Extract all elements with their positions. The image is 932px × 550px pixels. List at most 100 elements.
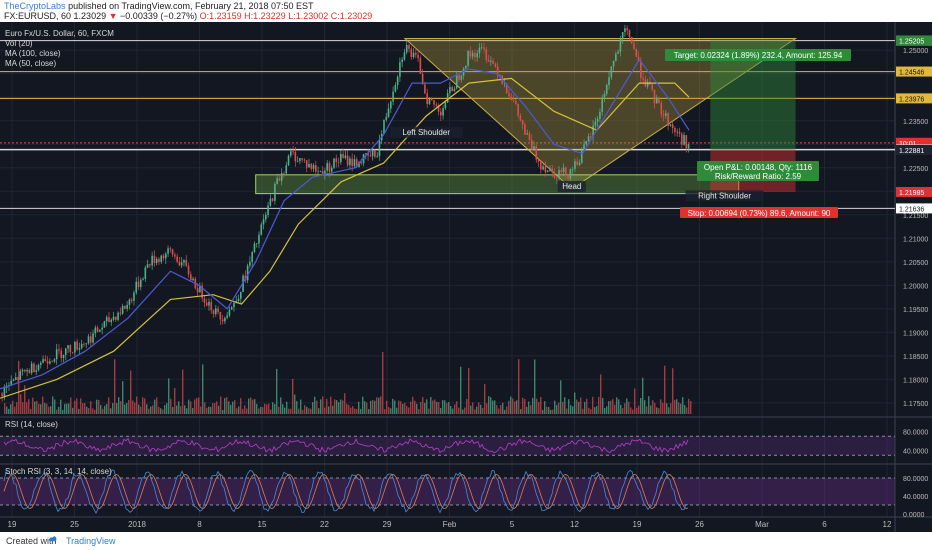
candle-body bbox=[367, 153, 369, 156]
volume-bar bbox=[420, 401, 422, 414]
volume-bar bbox=[498, 408, 500, 414]
candle-body bbox=[496, 66, 499, 76]
candle-body bbox=[344, 155, 347, 158]
candle-body bbox=[440, 111, 442, 116]
candle-body bbox=[64, 348, 67, 355]
tradingview-link[interactable]: TradingView bbox=[66, 536, 116, 546]
candle-body bbox=[251, 252, 253, 262]
candle-body bbox=[628, 30, 631, 38]
candle-body bbox=[465, 65, 467, 69]
volume-bar bbox=[340, 399, 342, 414]
candle-body bbox=[62, 354, 65, 358]
volume-bar bbox=[658, 408, 660, 414]
volume-bar bbox=[48, 406, 50, 414]
y-tick-label: 1.18500 bbox=[903, 354, 928, 361]
author-link[interactable]: TheCryptoLabs bbox=[4, 1, 66, 11]
price-label: 1.25205 bbox=[899, 39, 924, 46]
volume-bar bbox=[320, 399, 322, 414]
volume-bar bbox=[584, 401, 586, 414]
chart-canvas[interactable]: 19 25 2018 8 15 22 29 Feb 5 12 19 26 Mar 6 12 1.17500 1.… bbox=[0, 22, 932, 532]
volume-bar bbox=[644, 400, 646, 414]
volume-bar bbox=[376, 397, 378, 414]
volume-bar bbox=[586, 398, 588, 414]
volume-bar bbox=[44, 403, 46, 414]
volume-bar bbox=[94, 409, 96, 414]
volume-bar bbox=[632, 409, 634, 414]
chart-panel[interactable]: 19 25 2018 8 15 22 29 Feb 5 12 19 26 Mar 6 12 1.17500 1.… bbox=[0, 22, 932, 532]
candle-body bbox=[74, 341, 76, 353]
candle-body bbox=[214, 308, 217, 315]
candle-body bbox=[155, 258, 158, 263]
candle-body bbox=[183, 260, 185, 263]
volume-bar bbox=[398, 400, 400, 414]
volume-bar bbox=[664, 365, 666, 414]
candle-body bbox=[660, 103, 663, 115]
volume-bar bbox=[402, 403, 404, 414]
volume-bar bbox=[130, 370, 132, 414]
volume-bar bbox=[454, 404, 456, 414]
candle-body bbox=[365, 153, 367, 155]
x-tick-label: 12 bbox=[570, 520, 579, 529]
volume-bar bbox=[466, 398, 468, 414]
candle-body bbox=[99, 329, 101, 332]
volume-bar bbox=[72, 407, 74, 414]
volume-bar bbox=[666, 403, 668, 414]
volume-bar bbox=[338, 402, 340, 414]
candle-body bbox=[549, 168, 551, 171]
volume-bar bbox=[312, 402, 314, 414]
volume-bar bbox=[158, 406, 160, 414]
volume-bar bbox=[76, 398, 78, 414]
volume-bar bbox=[538, 402, 540, 414]
volume-bar bbox=[608, 401, 610, 414]
volume-bar bbox=[492, 400, 494, 414]
volume-bar bbox=[146, 404, 148, 414]
pattern-annotation: Left Shoulder bbox=[402, 128, 450, 137]
candle-body bbox=[153, 255, 156, 263]
x-tick-label: 8 bbox=[197, 520, 202, 529]
candle-body bbox=[492, 60, 494, 64]
volume-bar bbox=[464, 407, 466, 414]
candle-body bbox=[353, 159, 356, 167]
candle-body bbox=[280, 173, 283, 181]
candle-body bbox=[369, 155, 372, 157]
volume-bar bbox=[152, 405, 154, 414]
stoch-tick-label: 80.0000 bbox=[903, 476, 928, 483]
candle-body bbox=[205, 302, 208, 306]
candle-body bbox=[387, 108, 390, 117]
volume-bar bbox=[4, 403, 6, 414]
volume-bar bbox=[542, 409, 544, 414]
volume-bar bbox=[34, 401, 36, 414]
volume-bar bbox=[618, 399, 620, 414]
candle-body bbox=[262, 219, 265, 225]
candle-body bbox=[528, 133, 531, 140]
candle-body bbox=[633, 43, 635, 49]
candle-body bbox=[299, 158, 301, 162]
candle-body bbox=[680, 133, 683, 145]
candle-body bbox=[208, 301, 210, 306]
volume-bar bbox=[246, 408, 248, 414]
candle-body bbox=[374, 150, 376, 157]
candle-body bbox=[594, 121, 597, 126]
volume-bar bbox=[252, 399, 254, 414]
volume-bar bbox=[540, 397, 542, 414]
volume-bar bbox=[330, 396, 332, 414]
volume-bar bbox=[228, 401, 230, 414]
legend-vol: Vol (20) bbox=[5, 39, 33, 48]
candle-body bbox=[189, 274, 192, 281]
candle-body bbox=[376, 156, 378, 157]
volume-bar bbox=[596, 406, 598, 414]
volume-bar bbox=[64, 403, 66, 414]
candle-body bbox=[437, 105, 440, 112]
volume-bar bbox=[624, 403, 626, 414]
candle-body bbox=[428, 98, 431, 104]
candle-body bbox=[553, 172, 556, 178]
candle-body bbox=[219, 311, 222, 320]
volume-bar bbox=[640, 398, 642, 414]
volume-bar bbox=[516, 400, 518, 414]
volume-bar bbox=[656, 407, 658, 414]
price-label-bg bbox=[896, 144, 932, 155]
candle-body bbox=[678, 131, 681, 134]
x-tick-label: 25 bbox=[70, 520, 79, 529]
volume-bar bbox=[620, 404, 622, 414]
volume-bar bbox=[150, 406, 152, 414]
